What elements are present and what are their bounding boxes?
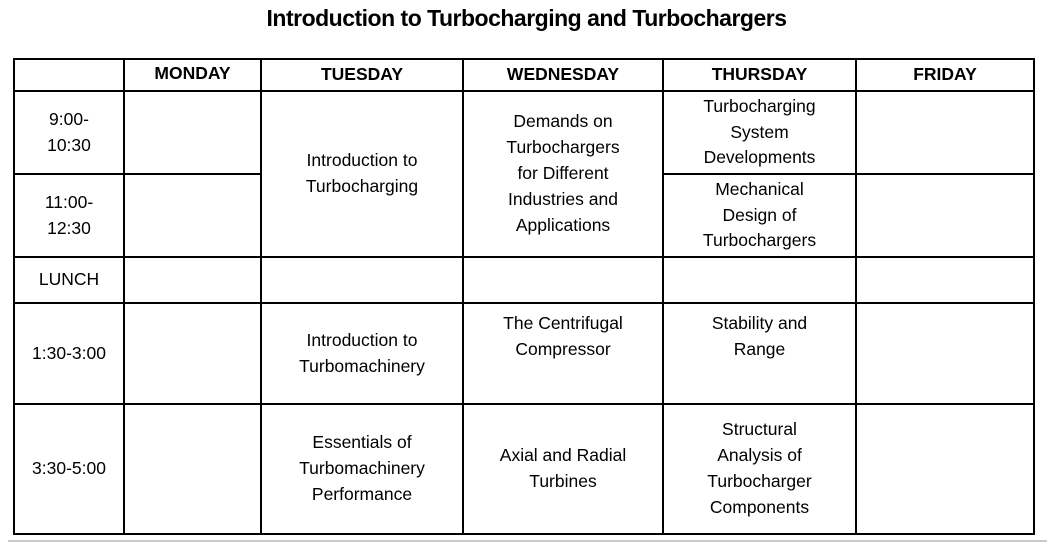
cell-friday-afternoon2 xyxy=(855,403,1035,535)
table-row-lunch: LUNCH xyxy=(13,256,1035,304)
table-row-afternoon2: 3:30-5:00 Essentials of Turbomachinery P… xyxy=(13,403,1035,535)
cell-wednesday-morning: Demands on Turbochargers for Different I… xyxy=(462,90,664,258)
time-label-morning1: 9:00- 10:30 xyxy=(13,90,125,175)
page-divider-line xyxy=(8,540,1047,542)
cell-thursday-afternoon2: Structural Analysis of Turbocharger Comp… xyxy=(662,403,857,535)
cell-friday-afternoon1 xyxy=(855,302,1035,405)
cell-wednesday-lunch xyxy=(462,256,664,304)
time-label-afternoon1: 1:30-3:00 xyxy=(13,302,125,405)
cell-monday-morning1 xyxy=(123,90,262,175)
header-wednesday: WEDNESDAY xyxy=(462,58,664,92)
cell-wednesday-afternoon1: The Centrifugal Compressor xyxy=(462,302,664,405)
header-thursday: THURSDAY xyxy=(662,58,857,92)
cell-tuesday-lunch xyxy=(260,256,464,304)
table-row-morning2: 11:00- 12:30 Mechanical Design of Turboc… xyxy=(13,173,1035,258)
cell-wednesday-afternoon2: Axial and Radial Turbines xyxy=(462,403,664,535)
table-header-row: MONDAY TUESDAY WEDNESDAY THURSDAY FRIDAY xyxy=(13,58,1035,92)
cell-thursday-morning2: Mechanical Design of Turbochargers xyxy=(662,173,857,258)
cell-monday-afternoon2 xyxy=(123,403,262,535)
cell-monday-afternoon1 xyxy=(123,302,262,405)
schedule-table: MONDAY TUESDAY WEDNESDAY THURSDAY FRIDAY… xyxy=(13,58,1035,535)
cell-monday-lunch xyxy=(123,256,262,304)
cell-tuesday-morning: Introduction to Turbocharging xyxy=(260,90,464,258)
table-row-afternoon1: 1:30-3:00 Introduction to Turbomachinery… xyxy=(13,302,1035,405)
header-tuesday: TUESDAY xyxy=(260,58,464,92)
cell-friday-lunch xyxy=(855,256,1035,304)
cell-friday-morning1 xyxy=(855,90,1035,175)
cell-thursday-afternoon1: Stability and Range xyxy=(662,302,857,405)
cell-tuesday-afternoon1: Introduction to Turbomachinery xyxy=(260,302,464,405)
time-label-morning2: 11:00- 12:30 xyxy=(13,173,125,258)
cell-thursday-lunch xyxy=(662,256,857,304)
header-friday: FRIDAY xyxy=(855,58,1035,92)
table-row-morning1: 9:00- 10:30 Introduction to Turbochargin… xyxy=(13,90,1035,258)
cell-monday-morning2 xyxy=(123,173,262,258)
time-label-lunch: LUNCH xyxy=(13,256,125,304)
page-title: Introduction to Turbocharging and Turboc… xyxy=(266,5,787,31)
cell-thursday-morning1: Turbocharging System Developments xyxy=(662,90,857,175)
cell-tuesday-afternoon2: Essentials of Turbomachinery Performance xyxy=(260,403,464,535)
time-label-afternoon2: 3:30-5:00 xyxy=(13,403,125,535)
cell-friday-morning2 xyxy=(855,173,1035,258)
header-monday: MONDAY xyxy=(123,58,262,92)
header-corner-cell xyxy=(13,58,125,92)
